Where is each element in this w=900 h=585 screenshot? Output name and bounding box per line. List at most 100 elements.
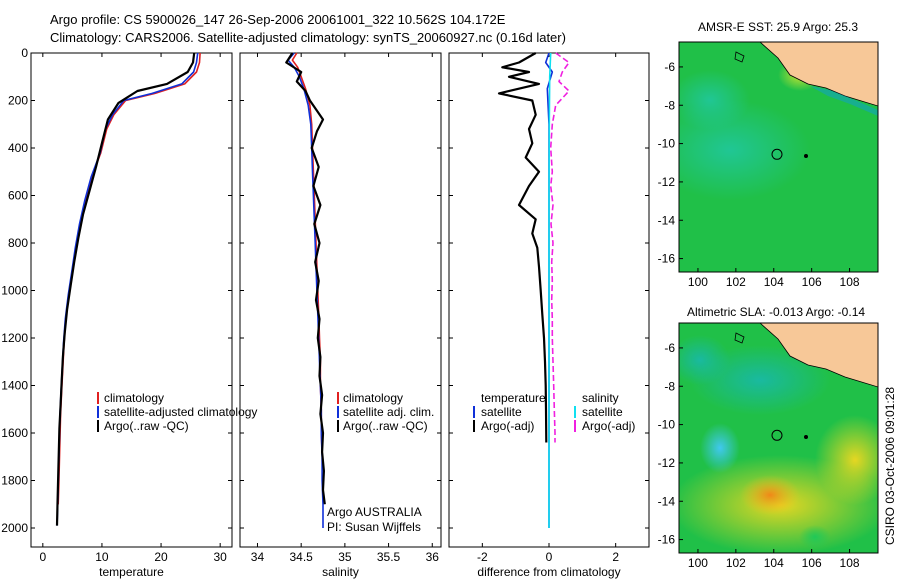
- coastal-upwelling: [810, 86, 878, 116]
- y-tick-label: 2000: [1, 521, 28, 535]
- map-y-tick-label: -14: [658, 213, 676, 227]
- map-y-tick-label: -12: [658, 175, 676, 189]
- series-line-2-3: [549, 52, 570, 443]
- legend-label: Argo(..raw -QC): [104, 419, 189, 433]
- plot-frame: [30, 52, 233, 548]
- y-tick-label: 1200: [1, 331, 28, 345]
- map-y-tick-label: -16: [658, 252, 676, 266]
- map-x-tick-label: 106: [802, 556, 822, 570]
- sla-green-eddy: [799, 525, 831, 549]
- x-axis-label: salinity: [322, 565, 359, 579]
- sumatra-java-land: [759, 323, 878, 388]
- x-axis-label: difference from climatology: [477, 565, 620, 579]
- salinity-profile-panel: 34 34.5 35 35.5 36 salinity: [239, 52, 442, 579]
- map-x-tick-label: 106: [802, 275, 822, 289]
- map-y-tick-label: -8: [664, 379, 675, 393]
- map-y-tick-label: -10: [658, 418, 676, 432]
- y-tick-label: 0: [21, 46, 28, 60]
- map-x-tick-label: 100: [688, 275, 708, 289]
- legend-label: climatology: [104, 391, 164, 405]
- map-y-tick-label: -10: [658, 137, 676, 151]
- y-tick-label: 800: [8, 236, 28, 250]
- x-tick-label: 20: [154, 550, 168, 564]
- series-line-1-2: [285, 52, 326, 505]
- difference-legend: temperature satellite Argo(-adj) salinit…: [473, 391, 635, 433]
- map-x-tick-label: 102: [726, 556, 746, 570]
- x-tick-label: 0: [39, 550, 46, 564]
- map-y-tick-label: -12: [658, 456, 676, 470]
- series-line-2-2: [548, 52, 552, 528]
- temperature-legend: climatology satellite-adjusted climatolo…: [97, 391, 257, 433]
- legend-label: satellite-adjusted climatology: [104, 405, 257, 419]
- map-x-tick-label: 108: [840, 556, 860, 570]
- y-tick-label: 1000: [1, 284, 28, 298]
- x-tick-label: 0: [546, 550, 553, 564]
- side-timestamp: CSIRO 03-Oct-2006 09:01:28: [883, 387, 897, 545]
- y-tick-label: 600: [8, 189, 28, 203]
- annotation-line: PI: Susan Wijffels: [327, 520, 421, 534]
- x-tick-label: 36: [426, 550, 440, 564]
- island-outline: [734, 51, 745, 63]
- y-tick-label: 1400: [1, 379, 28, 393]
- sst-map-title: AMSR-E SST: 25.9 Argo: 25.3: [698, 20, 858, 34]
- sla-map: [679, 323, 878, 553]
- map-x-tick-label: 104: [764, 556, 784, 570]
- salinity-legend: climatology satellite adj. clim. Argo(..…: [337, 391, 434, 433]
- series-line-0-0: [57, 52, 201, 505]
- sla-map-title: Altimetric SLA: -0.013 Argo: -0.14: [687, 305, 865, 319]
- argo-position-marker: [771, 148, 783, 160]
- series-line-1-1: [287, 52, 324, 528]
- legend-header: salinity: [582, 391, 619, 405]
- map-x-tick-label: 108: [840, 275, 860, 289]
- x-tick-label: 10: [95, 550, 109, 564]
- header-line-1: Argo profile: CS 5900026_147 26-Sep-2006…: [50, 12, 506, 27]
- map-x-tick-label: 104: [764, 275, 784, 289]
- x-tick-label: 34.5: [289, 550, 313, 564]
- y-tick-label: 200: [8, 94, 28, 108]
- salinity-annotation: Argo AUSTRALIA PI: Susan Wijffels: [327, 505, 422, 534]
- legend-label: Argo(-adj): [481, 419, 534, 433]
- legend-label: satellite: [481, 405, 522, 419]
- legend-header: temperature: [481, 391, 546, 405]
- sla-low-patch: [679, 335, 730, 385]
- map-y-tick-label: -6: [664, 341, 675, 355]
- sumatra-java-land: [759, 42, 878, 107]
- series-line-0-1: [56, 52, 199, 526]
- sla-low-eddy: [700, 423, 740, 473]
- legend-label: climatology: [343, 391, 403, 405]
- sst-cool-patch: [679, 70, 750, 130]
- map-x-tick-label: 100: [688, 556, 708, 570]
- header-line-2: Climatology: CARS2006. Satellite-adjuste…: [50, 30, 566, 45]
- map-y-tick-label: -8: [664, 98, 675, 112]
- x-tick-label: -2: [477, 550, 488, 564]
- island-dot: [804, 154, 808, 158]
- y-tick-label: 1600: [1, 426, 28, 440]
- annotation-line: Argo AUSTRALIA: [327, 505, 422, 519]
- series-line-2-1: [497, 52, 548, 443]
- legend-label: satellite adj. clim.: [343, 405, 434, 419]
- sla-map-ticks: 100 102 104 106 108 -6 -8 -10 -12 -14 -16: [658, 341, 860, 570]
- plot-frame: [239, 52, 442, 548]
- x-tick-label: 35.5: [377, 550, 401, 564]
- legend-label: Argo(-adj): [582, 419, 635, 433]
- argo-position-marker: [771, 429, 783, 441]
- sst-map-ticks: 100 102 104 106 108 -6 -8 -10 -12 -14 -16: [658, 60, 860, 289]
- x-tick-label: 35: [338, 550, 352, 564]
- x-tick-label: 34: [251, 550, 265, 564]
- sst-map: [679, 42, 878, 272]
- map-y-tick-label: -14: [658, 494, 676, 508]
- map-y-tick-label: -6: [664, 60, 675, 74]
- island-outline: [734, 332, 745, 344]
- legend-label: satellite: [582, 405, 623, 419]
- temperature-profile-panel: 0 10 20 30 0 200 400 600 800 1000 1200 1400 1600 1800…: [1, 46, 233, 579]
- map-y-tick-label: -16: [658, 533, 676, 547]
- x-tick-label: 30: [213, 550, 227, 564]
- map-x-tick-label: 102: [726, 275, 746, 289]
- y-tick-label: 1800: [1, 474, 28, 488]
- x-tick-label: 2: [612, 550, 619, 564]
- series-line-0-2: [55, 52, 196, 526]
- legend-label: Argo(..raw -QC): [343, 419, 428, 433]
- island-dot: [804, 435, 808, 439]
